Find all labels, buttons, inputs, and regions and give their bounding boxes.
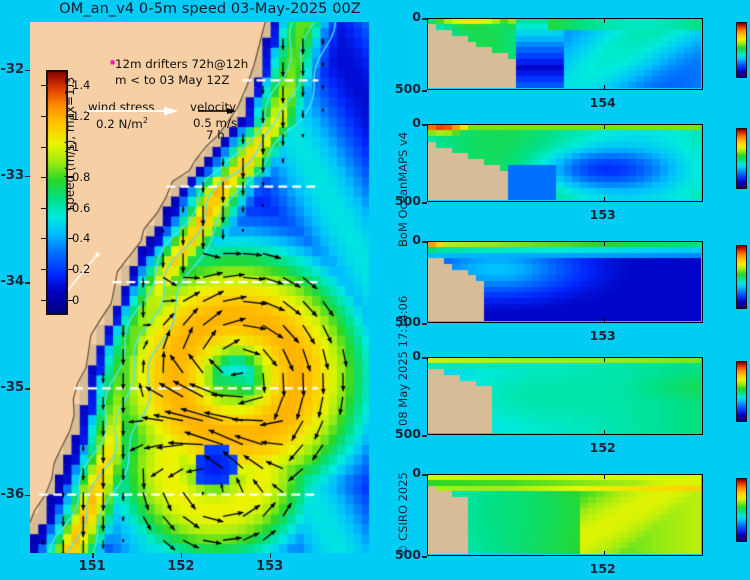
- depth-tick-0: 0: [412, 115, 421, 130]
- cross-section-canvas: [428, 475, 701, 554]
- longitude-tick-mark: [603, 18, 605, 23]
- map-x-tick-mark: [180, 553, 183, 558]
- cross-section-plot: [427, 124, 703, 202]
- depth-tick-0: 0: [412, 465, 421, 480]
- longitude-tick-label: 152: [589, 440, 616, 455]
- cross-section-canvas: [428, 358, 701, 433]
- longitude-tick-mark: [603, 474, 605, 479]
- cross-section-plot: [427, 357, 703, 435]
- cross-section-canvas: [428, 242, 701, 321]
- depth-tick-500: 500: [394, 314, 421, 329]
- map-y-tick-label: -35: [0, 380, 25, 396]
- longitude-tick-mark: [603, 85, 605, 90]
- cross-section-colorbar[interactable]: [736, 478, 747, 543]
- depth-tick-500: 500: [394, 193, 421, 208]
- cross-section-panel-transect-154[interactable]: 0 500 154: [395, 9, 703, 110]
- depth-tick-500: 500: [394, 426, 421, 441]
- longitude-tick-label: 152: [589, 561, 616, 576]
- depth-tick-mark: [422, 202, 427, 204]
- depth-tick-mark: [422, 124, 427, 126]
- speed-field-canvas: [30, 22, 385, 553]
- cross-section-canvas: [428, 125, 701, 200]
- longitude-tick-mark: [603, 430, 605, 435]
- longitude-tick-mark: [603, 124, 605, 129]
- cross-section-plot: [427, 241, 703, 323]
- map-y-tick-mark: [25, 69, 30, 72]
- map-x-tick-mark: [92, 553, 94, 558]
- cross-section-colorbar[interactable]: [736, 22, 747, 78]
- longitude-tick-mark: [603, 241, 605, 246]
- depth-tick-mark: [422, 323, 427, 325]
- main-map-panel[interactable]: [30, 22, 385, 553]
- cross-section-plot: [427, 18, 703, 90]
- cross-section-canvas: [428, 19, 701, 88]
- cross-section-panel-transect-153-b[interactable]: 0 500 153: [395, 232, 703, 343]
- cross-section-panel-transect-153-a[interactable]: 0 500 153: [395, 115, 703, 222]
- longitude-tick-label: 154: [589, 95, 616, 110]
- depth-tick-0: 0: [412, 348, 421, 363]
- depth-tick-mark: [422, 18, 427, 20]
- longitude-tick-mark: [603, 551, 605, 556]
- map-x-tick-label: 152: [167, 559, 195, 574]
- map-y-tick-label: -34: [0, 274, 25, 290]
- cross-section-colorbar[interactable]: [736, 128, 747, 189]
- depth-tick-mark: [422, 474, 427, 476]
- side-text-model: BoM OceanMAPS v4: [396, 131, 410, 247]
- map-x-tick-mark: [269, 553, 272, 558]
- depth-tick-mark: [422, 90, 427, 92]
- map-y-tick-mark: [25, 175, 30, 178]
- cross-section-panel-transect-152-a[interactable]: 0 500 152: [395, 348, 703, 455]
- map-y-tick-label: -33: [0, 167, 25, 183]
- side-text-copyright: © CSIRO 2025: [396, 472, 410, 556]
- page-title: OM_an_v4 0-5m speed 03-May-2025 00Z: [59, 1, 361, 17]
- longitude-tick-label: 153: [589, 328, 616, 343]
- map-y-tick-mark: [25, 282, 30, 284]
- depth-tick-mark: [422, 357, 427, 359]
- depth-tick-0: 0: [412, 232, 421, 247]
- depth-tick-mark: [422, 435, 427, 437]
- map-y-tick-mark: [25, 494, 30, 497]
- cross-section-plot: [427, 474, 703, 556]
- cross-section-colorbar[interactable]: [736, 245, 747, 310]
- longitude-tick-mark: [603, 318, 605, 323]
- map-y-tick-label: -32: [0, 61, 25, 77]
- map-y-tick-mark: [25, 388, 30, 390]
- depth-tick-500: 500: [394, 547, 421, 562]
- map-x-tick-label: 151: [78, 559, 106, 574]
- depth-tick-mark: [422, 556, 427, 558]
- longitude-tick-mark: [603, 197, 605, 202]
- depth-tick-500: 500: [394, 81, 421, 96]
- cross-section-colorbar[interactable]: [736, 361, 747, 422]
- map-x-tick-label: 153: [256, 559, 284, 574]
- depth-tick-mark: [422, 241, 427, 243]
- depth-tick-0: 0: [412, 9, 421, 24]
- map-y-tick-label: -36: [0, 486, 25, 502]
- longitude-tick-mark: [603, 357, 605, 362]
- longitude-tick-label: 153: [589, 207, 616, 222]
- cross-section-panel-transect-152-b[interactable]: 0 500 152: [395, 465, 703, 576]
